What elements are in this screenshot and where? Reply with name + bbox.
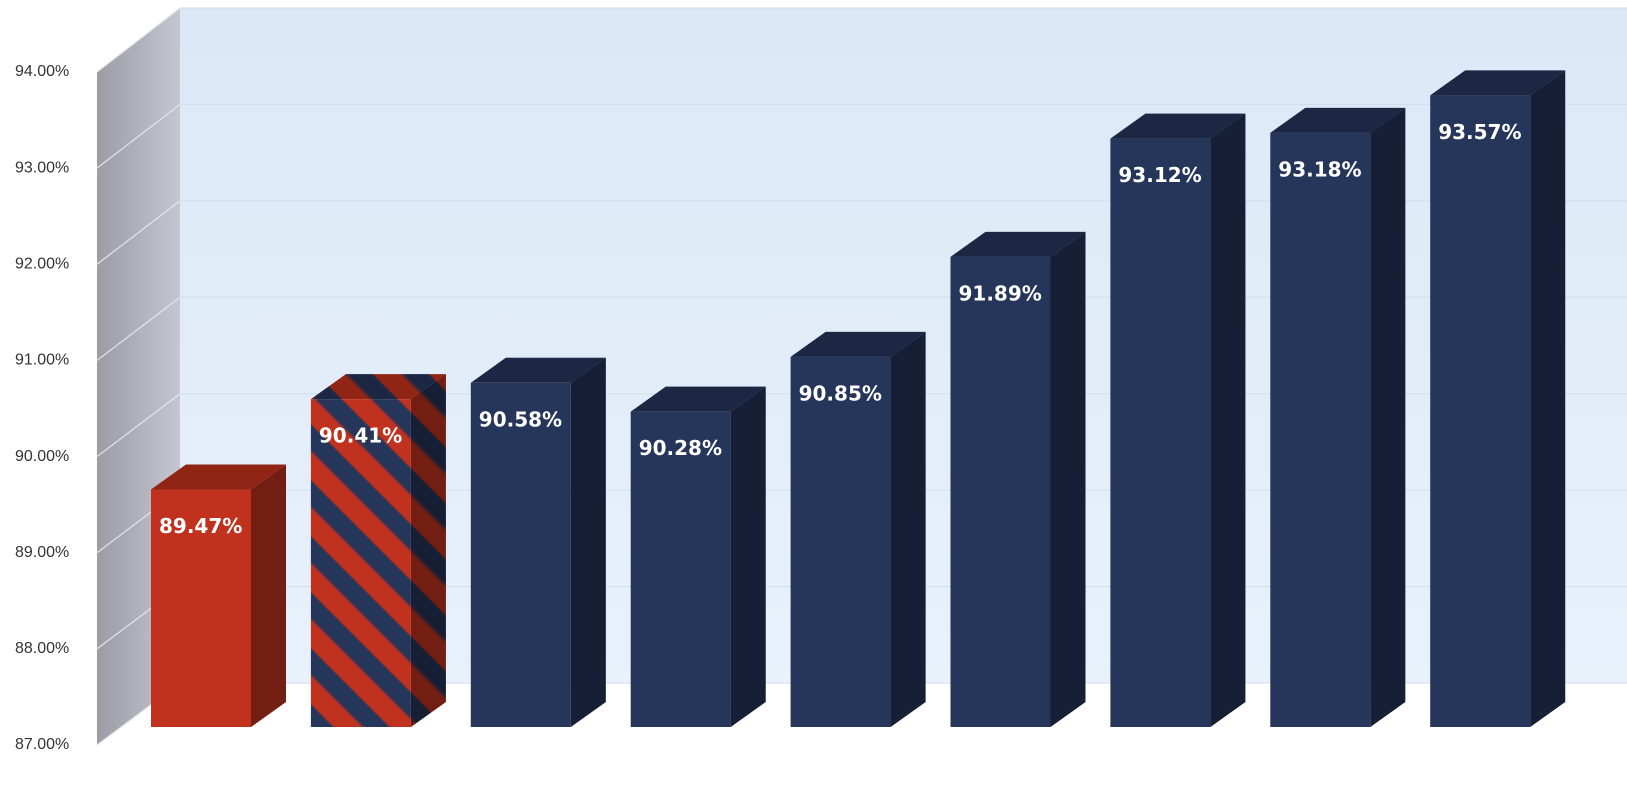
bar [790, 356, 891, 727]
y-tick-label: 88.00% [15, 640, 69, 657]
bar-side-shade [410, 374, 446, 727]
wall-grid-line [96, 393, 181, 458]
bar-side [1530, 70, 1566, 727]
bar-top-shade [310, 374, 446, 400]
value-label: 93.18% [1278, 157, 1361, 181]
value-label: 93.57% [1438, 120, 1521, 144]
bar [1110, 138, 1211, 727]
value-label: 90.85% [799, 381, 882, 405]
bar-side-shade [1530, 70, 1566, 727]
bar-top-shade [151, 464, 286, 490]
bar-side [730, 386, 766, 727]
wall-grid-line [96, 103, 181, 169]
bar-top [310, 374, 446, 400]
y-tick-label: 94.00% [15, 63, 69, 80]
bar-side [1370, 107, 1406, 727]
bar-top-shade [1270, 107, 1406, 133]
bar-side-shade [251, 464, 286, 727]
y-tick-label: 90.00% [15, 448, 69, 465]
bar-top-shade [1430, 70, 1566, 96]
y-tick-label: 92.00% [15, 256, 69, 273]
bar [470, 382, 571, 727]
bar-top [790, 331, 926, 357]
bar-side-shade [890, 331, 926, 727]
bar-side-shade [1210, 113, 1246, 727]
bar-side-shade [570, 357, 606, 727]
bar [310, 399, 411, 727]
bar-side [1210, 113, 1246, 727]
bar-side [570, 357, 606, 727]
bar [950, 256, 1051, 727]
bar [1430, 95, 1531, 727]
y-tick-label: 93.00% [15, 159, 69, 176]
bar-top-shade [470, 357, 606, 383]
bar-side-shade [1050, 231, 1086, 727]
value-label: 90.28% [639, 436, 722, 460]
bar-top [950, 231, 1086, 257]
bar [151, 489, 251, 727]
bar-side [251, 464, 286, 727]
value-label: 90.58% [479, 407, 562, 431]
bar-top [151, 464, 286, 490]
bar-top [1270, 107, 1406, 133]
value-label: 93.12% [1118, 163, 1201, 187]
bar-side [1050, 231, 1086, 727]
bar-top-shade [1110, 113, 1246, 139]
bar-top [1430, 70, 1566, 96]
wall-grid-line [96, 200, 181, 265]
bar-top [470, 357, 606, 383]
wall-grid-line [96, 296, 181, 361]
y-tick-label: 87.00% [15, 736, 69, 753]
bar-top-shade [790, 331, 926, 357]
bar-top-shade [630, 386, 766, 412]
bar-side [890, 331, 926, 727]
wall-grid-line [96, 7, 181, 73]
bar-top [1110, 113, 1246, 139]
bar-side-shade [1370, 107, 1406, 727]
value-label: 90.41% [319, 424, 402, 448]
y-tick-label: 89.00% [15, 544, 69, 561]
value-label: 89.47% [159, 514, 242, 538]
bar-top-shade [950, 231, 1086, 257]
bar [1270, 132, 1371, 727]
bar-side [410, 374, 446, 727]
bar-side-shade [730, 386, 766, 727]
value-label: 91.89% [959, 281, 1042, 305]
y-tick-label: 91.00% [15, 352, 69, 369]
bar-top [630, 386, 766, 412]
bar [630, 411, 731, 727]
